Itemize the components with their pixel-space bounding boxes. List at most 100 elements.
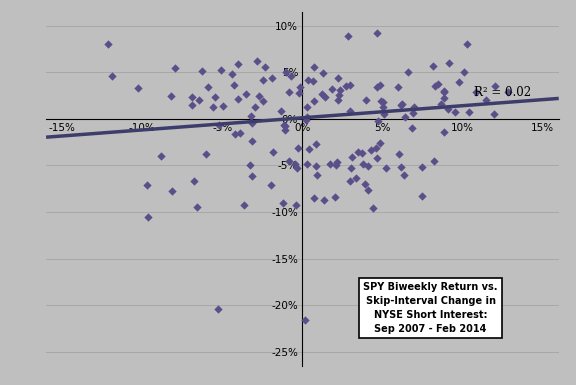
Point bbox=[218, 103, 228, 109]
Point bbox=[261, 64, 270, 70]
Point bbox=[303, 77, 312, 83]
Point bbox=[310, 195, 319, 201]
Point bbox=[372, 144, 381, 151]
Point bbox=[397, 101, 407, 107]
Point bbox=[375, 140, 384, 146]
Point bbox=[142, 181, 151, 187]
Point bbox=[290, 161, 300, 167]
Point bbox=[293, 145, 302, 151]
Point bbox=[310, 64, 319, 70]
Point bbox=[396, 102, 406, 108]
Point bbox=[193, 204, 202, 210]
Point bbox=[460, 69, 469, 75]
Point bbox=[409, 104, 418, 110]
Point bbox=[382, 165, 391, 171]
Point bbox=[309, 78, 318, 84]
Point bbox=[430, 83, 439, 89]
Point bbox=[353, 149, 362, 156]
Point bbox=[293, 165, 302, 171]
Point bbox=[216, 67, 225, 74]
Point bbox=[281, 127, 290, 133]
Point bbox=[429, 158, 438, 164]
Point bbox=[259, 98, 268, 104]
Point bbox=[284, 158, 293, 164]
Point bbox=[281, 123, 290, 129]
Point bbox=[312, 171, 321, 177]
Point bbox=[395, 151, 404, 157]
Point bbox=[344, 32, 353, 38]
Point bbox=[251, 104, 260, 110]
Point bbox=[451, 109, 460, 115]
Point bbox=[189, 177, 198, 184]
Point bbox=[294, 90, 303, 96]
Point bbox=[346, 165, 355, 171]
Point bbox=[331, 194, 340, 200]
Point bbox=[373, 84, 382, 90]
Point bbox=[347, 154, 357, 160]
Point bbox=[318, 70, 327, 76]
Point bbox=[167, 187, 176, 194]
Point bbox=[328, 85, 337, 92]
Point bbox=[408, 110, 418, 116]
Point bbox=[368, 204, 377, 211]
Point bbox=[103, 41, 112, 47]
Point bbox=[248, 138, 257, 144]
Point bbox=[233, 95, 242, 102]
Point bbox=[375, 82, 384, 89]
Point bbox=[335, 87, 344, 94]
Point bbox=[397, 164, 406, 171]
Point bbox=[418, 164, 427, 170]
Point bbox=[358, 149, 367, 156]
Point bbox=[433, 81, 442, 87]
Point bbox=[482, 97, 491, 103]
Point bbox=[363, 187, 373, 193]
Point bbox=[439, 88, 449, 94]
Point bbox=[268, 75, 277, 82]
Point bbox=[202, 151, 211, 157]
Point bbox=[312, 141, 321, 147]
Point bbox=[198, 69, 207, 75]
Text: SPY Biweekly Return vs.
Skip-Interval Change in
NYSE Short Interest:
Sep 2007 - : SPY Biweekly Return vs. Skip-Interval Ch… bbox=[363, 282, 498, 334]
Point bbox=[157, 152, 166, 159]
Point bbox=[246, 161, 255, 167]
Point bbox=[302, 161, 312, 167]
Point bbox=[228, 71, 237, 77]
Point bbox=[246, 113, 255, 119]
Point bbox=[242, 91, 251, 97]
Point bbox=[379, 111, 388, 117]
Point bbox=[399, 172, 408, 178]
Point bbox=[503, 89, 513, 95]
Point bbox=[436, 101, 445, 107]
Point bbox=[107, 73, 116, 79]
Point bbox=[210, 94, 219, 100]
Point bbox=[366, 147, 376, 153]
Point bbox=[358, 161, 367, 167]
Point bbox=[334, 75, 343, 81]
Point bbox=[403, 69, 412, 75]
Point bbox=[439, 129, 448, 135]
Point bbox=[229, 82, 238, 89]
Point bbox=[372, 30, 381, 36]
Point bbox=[291, 203, 300, 209]
Point bbox=[393, 84, 403, 90]
Point bbox=[345, 178, 354, 184]
Point bbox=[301, 117, 310, 123]
Point bbox=[319, 197, 328, 203]
Point bbox=[276, 108, 285, 114]
Point bbox=[379, 104, 388, 110]
Point bbox=[286, 73, 295, 79]
Point bbox=[378, 99, 388, 105]
Point bbox=[332, 159, 342, 165]
Point bbox=[170, 65, 179, 72]
Point bbox=[252, 59, 262, 65]
Point bbox=[194, 97, 203, 103]
Point bbox=[462, 41, 471, 47]
Point bbox=[472, 89, 481, 95]
Point bbox=[444, 60, 453, 66]
Point bbox=[373, 118, 382, 124]
Point bbox=[428, 63, 437, 69]
Point bbox=[281, 69, 290, 75]
Point bbox=[143, 214, 152, 220]
Point bbox=[214, 305, 223, 311]
Point bbox=[417, 192, 426, 199]
